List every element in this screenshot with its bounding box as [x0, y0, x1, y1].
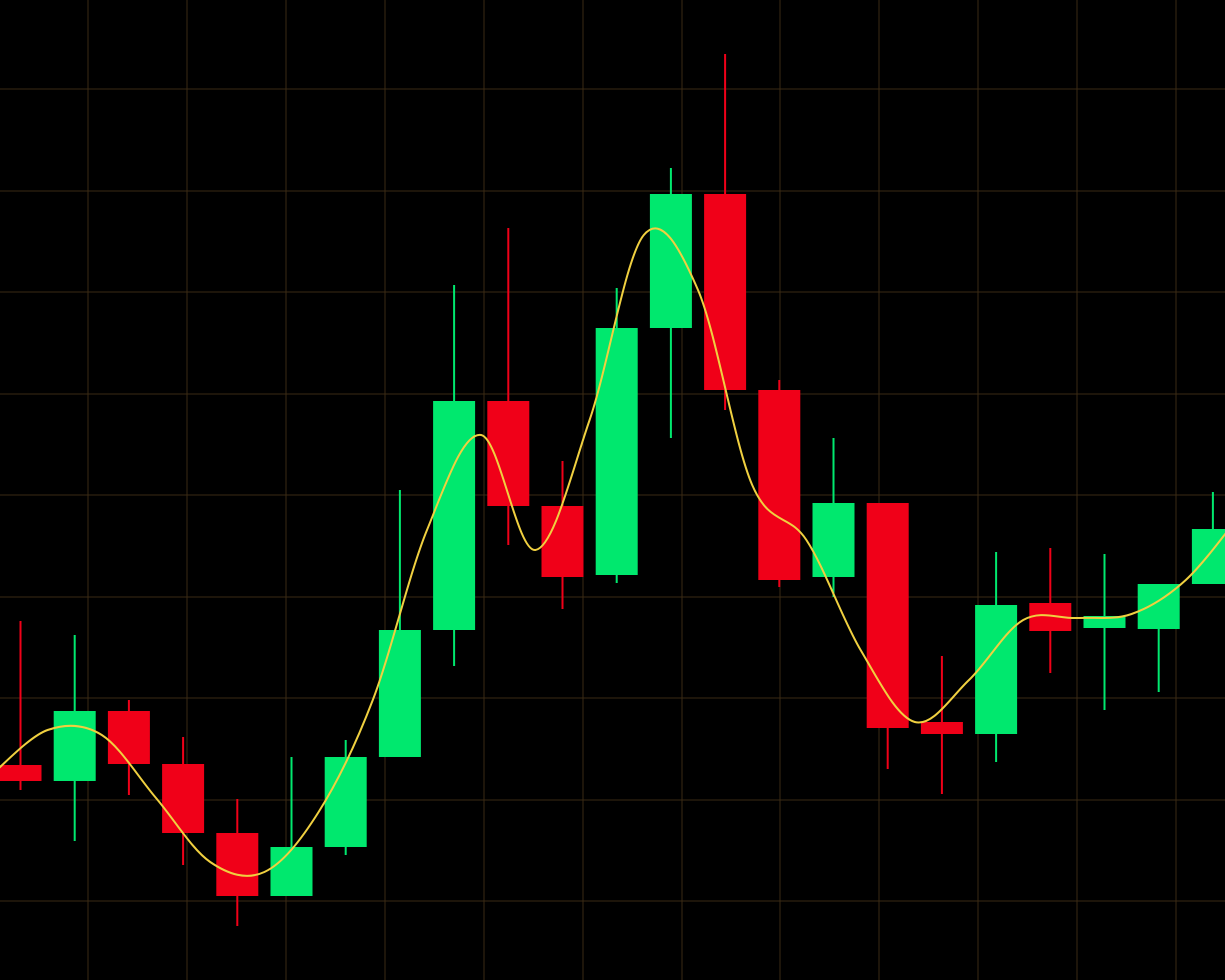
candle-body [866, 503, 909, 728]
candle-body [920, 722, 963, 734]
candle-bullish [812, 438, 855, 597]
candle-body [1083, 616, 1126, 628]
candle-bearish [866, 503, 909, 769]
candle-bullish [649, 168, 692, 438]
candle-bearish [0, 621, 42, 790]
candle-bearish [107, 700, 150, 795]
candle-bearish [758, 380, 801, 587]
candle-bullish [53, 635, 96, 841]
candle-bearish [704, 54, 747, 410]
candle-body [162, 764, 205, 833]
candle-body [812, 503, 855, 577]
candle-bullish [433, 285, 476, 666]
candle-body [541, 506, 584, 577]
candle-bearish [1029, 548, 1072, 673]
candle-body [53, 711, 96, 781]
candle-bullish [324, 740, 367, 855]
candle-body [433, 401, 476, 630]
candle-body [378, 630, 421, 757]
candle-body [704, 194, 747, 390]
candle-body [270, 847, 313, 896]
candle-body [216, 833, 259, 896]
candle-body [595, 328, 638, 575]
candle-body [324, 757, 367, 847]
candle-body [975, 605, 1018, 734]
moving-average-line [0, 227, 1225, 877]
candle-body [758, 390, 801, 580]
candle-bearish [541, 461, 584, 609]
candle-bearish [162, 737, 205, 865]
candle-bullish [270, 757, 313, 896]
candle-bullish [975, 552, 1018, 762]
candle-body [649, 194, 692, 328]
candle-body [107, 711, 150, 764]
candle-bullish [378, 490, 421, 757]
candle-bullish [1083, 554, 1126, 710]
candle-body [0, 765, 42, 781]
candle-bearish [920, 656, 963, 794]
candle-bearish [216, 799, 259, 926]
candle-bullish [595, 288, 638, 583]
